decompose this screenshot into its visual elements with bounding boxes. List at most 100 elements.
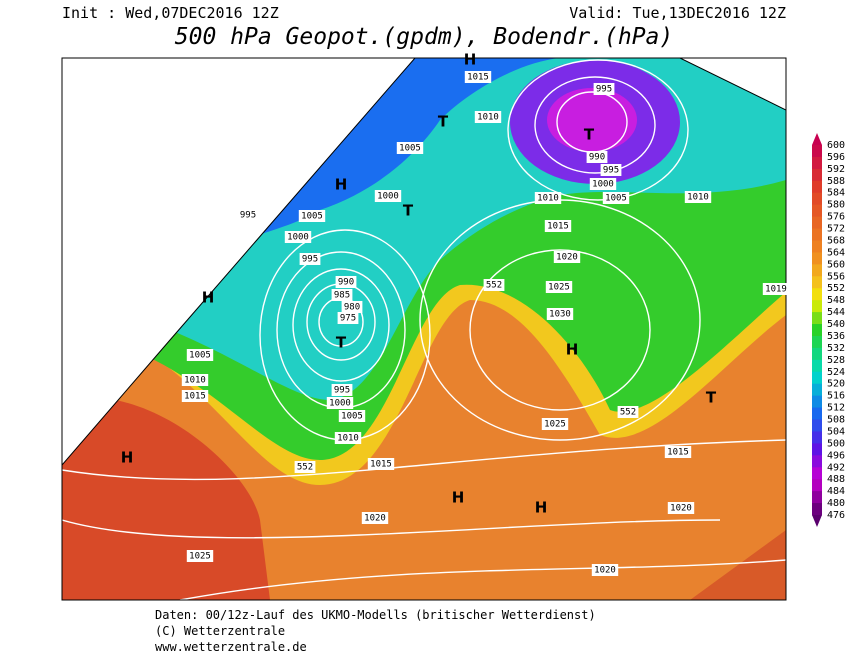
label-box bbox=[237, 209, 259, 221]
label-box bbox=[299, 253, 321, 265]
colorbar-label: 572 bbox=[827, 224, 845, 235]
contour-label: 985 bbox=[334, 291, 350, 301]
colorbar-label: 500 bbox=[827, 438, 845, 449]
contour-label: 1020 bbox=[670, 504, 692, 514]
colorbar-band bbox=[812, 204, 822, 218]
label-box bbox=[367, 458, 395, 470]
label-box bbox=[586, 151, 608, 163]
colorbar-cap bbox=[812, 133, 822, 145]
colorbar-label: 576 bbox=[827, 212, 845, 223]
colorbar-band bbox=[812, 347, 822, 361]
label-box bbox=[593, 83, 615, 95]
colorbar-band bbox=[812, 300, 822, 313]
pressure-center: H bbox=[121, 449, 134, 467]
contour-label: 1030 bbox=[549, 310, 571, 320]
contour-label: 1015 bbox=[370, 460, 392, 470]
contour-label: 990 bbox=[338, 278, 354, 288]
contour-label: 1000 bbox=[329, 399, 351, 409]
label-box bbox=[534, 192, 562, 204]
colorbar-band bbox=[812, 145, 822, 158]
colorbar-label: 512 bbox=[827, 403, 845, 414]
label-box bbox=[181, 390, 209, 402]
pressure-center: H bbox=[464, 51, 477, 69]
colorbar-label: 596 bbox=[827, 152, 845, 163]
colorbar-band bbox=[812, 264, 822, 277]
colorbar-band bbox=[812, 491, 822, 504]
colorbar-label: 484 bbox=[827, 486, 845, 497]
colorbar-band bbox=[812, 240, 822, 253]
pressure-center: H bbox=[535, 499, 548, 517]
label-box bbox=[186, 349, 214, 361]
contour-label: 1010 bbox=[184, 376, 206, 386]
label-box bbox=[553, 251, 581, 263]
contour-label: 1015 bbox=[467, 73, 489, 83]
pressure-center: H bbox=[566, 341, 579, 359]
colorbar: 6005965925885845805765725685645605565525… bbox=[812, 133, 845, 527]
colorbar-label: 580 bbox=[827, 200, 845, 211]
label-box bbox=[600, 164, 622, 176]
colorbar-band bbox=[812, 359, 822, 373]
contour-label: 1005 bbox=[301, 212, 323, 222]
colorbar-band bbox=[812, 216, 822, 230]
contour-label: 1005 bbox=[341, 412, 363, 422]
label-box bbox=[335, 276, 357, 288]
domain-edge bbox=[62, 58, 786, 466]
colorbar-band bbox=[812, 455, 822, 468]
colorbar-band bbox=[812, 443, 822, 456]
pressure-center: H bbox=[452, 489, 465, 507]
label-box bbox=[331, 384, 353, 396]
colorbar-band bbox=[812, 168, 822, 182]
colorbar-band bbox=[812, 479, 822, 492]
label-box bbox=[545, 281, 573, 293]
label-box bbox=[284, 231, 312, 243]
colorbar-band bbox=[812, 503, 822, 516]
label-box bbox=[341, 301, 363, 313]
contour-label: 1010 bbox=[537, 194, 559, 204]
contour-label: 1010 bbox=[337, 434, 359, 444]
contour-label: 990 bbox=[589, 153, 605, 163]
label-box bbox=[762, 283, 790, 295]
colorbar-label: 548 bbox=[827, 295, 845, 306]
contour-label: 1005 bbox=[605, 194, 627, 204]
colorbar-band bbox=[812, 276, 822, 289]
label-box bbox=[361, 512, 389, 524]
colorbar-label: 528 bbox=[827, 355, 845, 366]
pressure-center: T bbox=[706, 389, 717, 407]
label-box bbox=[396, 142, 424, 154]
contour-label: 1010 bbox=[477, 113, 499, 123]
colorbar-band bbox=[812, 180, 822, 194]
contour-label: 975 bbox=[340, 314, 356, 324]
pressure-center: T bbox=[336, 334, 347, 352]
label-box bbox=[338, 410, 366, 422]
label-box bbox=[589, 178, 617, 190]
colorbar-band bbox=[812, 407, 822, 421]
colorbar-band bbox=[812, 431, 822, 444]
colorbar-band bbox=[812, 335, 822, 349]
label-box bbox=[337, 312, 359, 324]
field-magenta bbox=[547, 88, 637, 152]
colorbar-band bbox=[812, 156, 822, 170]
colorbar-band bbox=[812, 312, 822, 325]
map-area bbox=[62, 58, 786, 600]
label-box bbox=[541, 418, 569, 430]
contour-label: 1000 bbox=[287, 233, 309, 243]
colorbar-label: 476 bbox=[827, 510, 845, 521]
contour-label: 1000 bbox=[592, 180, 614, 190]
valid-time: Valid: Tue,13DEC2016 12Z bbox=[569, 4, 786, 22]
label-box bbox=[684, 191, 712, 203]
colorbar-label: 508 bbox=[827, 415, 845, 426]
colorbar-label: 560 bbox=[827, 259, 845, 270]
contour-label: 995 bbox=[302, 255, 318, 265]
contour-label: 1025 bbox=[189, 552, 211, 562]
contour-label: 1000 bbox=[377, 192, 399, 202]
colorbar-band bbox=[812, 371, 822, 385]
label-box bbox=[181, 374, 209, 386]
colorbar-band bbox=[812, 324, 822, 337]
init-time: Init : Wed,07DEC2016 12Z bbox=[62, 4, 279, 22]
label-box bbox=[602, 192, 630, 204]
colorbar-label: 504 bbox=[827, 426, 845, 437]
colorbar-cap bbox=[812, 515, 822, 527]
colorbar-label: 564 bbox=[827, 247, 845, 258]
label-box bbox=[617, 406, 639, 418]
label-box bbox=[667, 502, 695, 514]
